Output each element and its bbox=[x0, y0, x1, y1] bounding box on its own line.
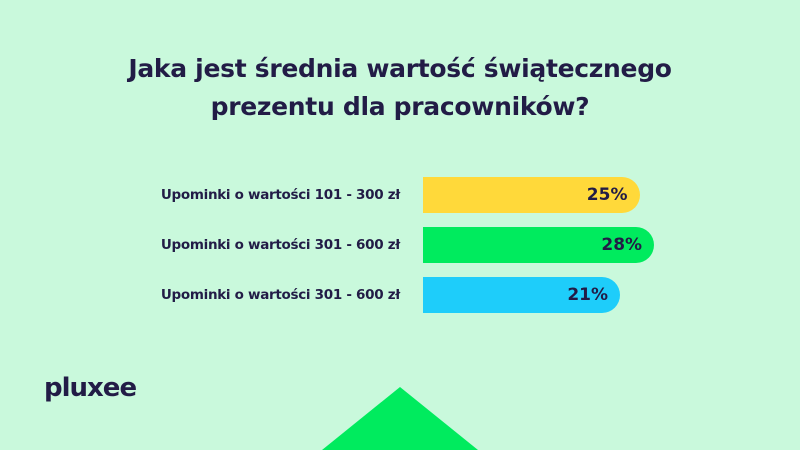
green-triangle-shape bbox=[322, 387, 478, 450]
bar: 21% bbox=[423, 277, 621, 313]
title-line-1: Jaka jest średnia wartość świątecznego bbox=[128, 54, 672, 83]
bar: 25% bbox=[423, 177, 640, 213]
category-label: Upominki o wartości 301 - 600 zł bbox=[160, 237, 400, 253]
bar: 28% bbox=[423, 227, 655, 263]
title-line-2: prezentu dla pracowników? bbox=[210, 92, 590, 121]
data-label: 21% bbox=[567, 285, 609, 305]
data-label: 25% bbox=[586, 185, 628, 205]
data-label: 28% bbox=[601, 235, 643, 255]
category-label: Upominki o wartości 301 - 600 zł bbox=[160, 287, 400, 303]
chart-title: Jaka jest średnia wartość świątecznego p… bbox=[0, 50, 800, 126]
category-label: Upominki o wartości 101 - 300 zł bbox=[160, 187, 400, 203]
pluxee-logo: pluxee bbox=[44, 373, 137, 403]
